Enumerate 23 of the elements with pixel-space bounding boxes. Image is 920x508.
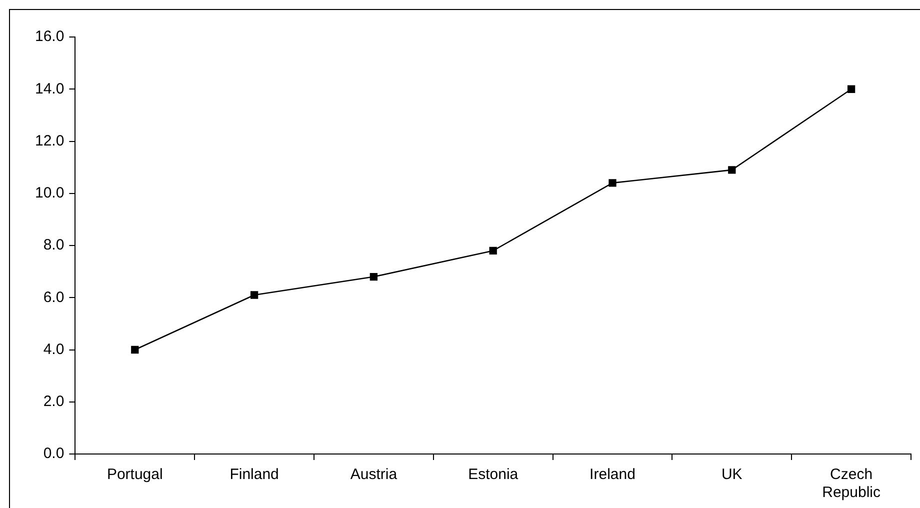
y-tick-label: 10.0 bbox=[34, 184, 64, 202]
point bbox=[608, 179, 616, 187]
y-tick-label: 2.0 bbox=[43, 393, 64, 410]
point bbox=[131, 346, 139, 354]
x-tick-label: UK bbox=[721, 466, 742, 484]
x-tick-label: Finland bbox=[230, 466, 279, 484]
x-tick-label: Ireland bbox=[590, 466, 636, 484]
y-tick-label: 6.0 bbox=[43, 288, 64, 306]
x-tick-label: Czech Republic bbox=[822, 466, 881, 502]
y-tick-label: 4.0 bbox=[43, 340, 64, 358]
x-tick-label: Austria bbox=[350, 466, 398, 484]
point bbox=[847, 85, 856, 93]
point bbox=[489, 246, 497, 255]
point bbox=[250, 291, 258, 299]
x-tick-label: Portugal bbox=[106, 466, 163, 484]
y-tick-label: 0.0 bbox=[43, 445, 64, 462]
y-tick-label: 14.0 bbox=[34, 80, 64, 98]
y-tick-label: 12.0 bbox=[34, 132, 64, 150]
y-tick-label: 8.0 bbox=[43, 236, 64, 254]
y-tick-label: 16.0 bbox=[34, 28, 64, 46]
point bbox=[370, 272, 378, 281]
point bbox=[728, 166, 736, 174]
x-tick-label: Estonia bbox=[468, 466, 519, 484]
